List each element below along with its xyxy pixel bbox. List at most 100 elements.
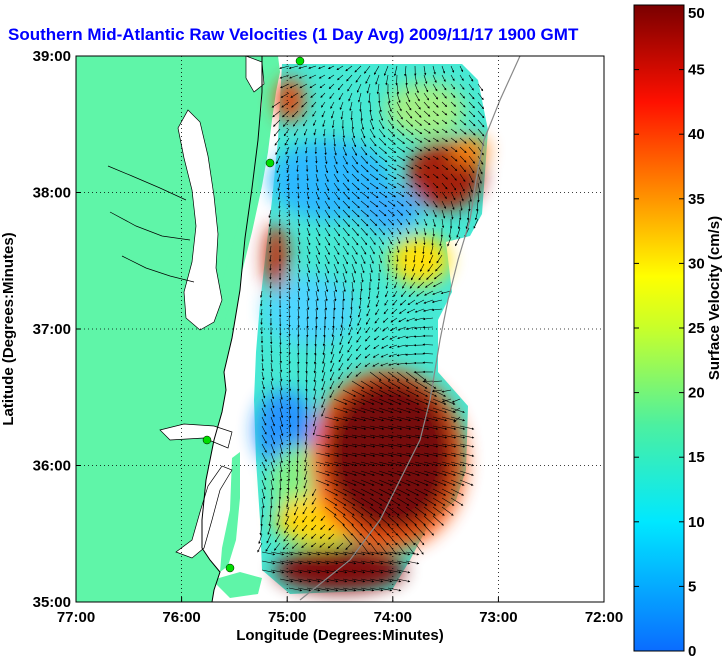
velocity-arrow (450, 92, 456, 98)
velocity-arrow (331, 326, 335, 338)
velocity-arrow (348, 317, 353, 328)
velocity-arrow (441, 398, 456, 405)
velocity-arrow (373, 335, 380, 341)
velocity-arrow (279, 398, 283, 409)
velocity-arrow (356, 344, 362, 352)
velocity-arrow (414, 461, 430, 467)
velocity-arrow (414, 101, 421, 110)
velocity-arrow (396, 173, 406, 179)
velocity-arrow (405, 416, 421, 422)
velocity-arrow (339, 335, 344, 346)
velocity-arrow (360, 200, 370, 208)
velocity-arrow (369, 119, 375, 130)
velocity-arrow (354, 65, 362, 73)
delaware-bay (245, 56, 265, 93)
velocity-arrow (338, 92, 344, 101)
velocity-arrow (390, 317, 398, 323)
x-tick-label: 73:00 (479, 609, 517, 626)
velocity-arrow (297, 218, 301, 227)
velocity-arrow (360, 470, 375, 476)
velocity-arrow (268, 227, 272, 236)
velocity-arrow (333, 407, 348, 413)
velocity-arrow (333, 434, 349, 439)
velocity-arrow (450, 191, 456, 201)
velocity-arrow (423, 110, 431, 117)
velocity-arrow (387, 173, 397, 180)
velocity-arrow (387, 470, 402, 476)
velocity-arrow (297, 200, 300, 209)
velocity-arrow (405, 371, 418, 381)
velocity-arrow (342, 479, 357, 486)
velocity-arrow (376, 83, 380, 95)
velocity-arrow (468, 146, 476, 155)
velocity-arrow (432, 200, 438, 208)
velocity-arrow (396, 254, 399, 263)
velocity-arrow (324, 155, 328, 165)
velocity-arrow (295, 461, 299, 473)
velocity-arrow (279, 416, 284, 428)
velocity-arrow (270, 398, 275, 409)
velocity-arrow (459, 425, 475, 430)
velocity-arrow (322, 353, 326, 365)
velocity-arrow (304, 434, 308, 445)
velocity-arrow (360, 164, 369, 173)
velocity-arrow (423, 200, 429, 207)
velocity-arrow (438, 245, 443, 256)
velocity-arrow (404, 65, 407, 77)
velocity-arrow (423, 164, 431, 169)
velocity-arrow (468, 200, 471, 212)
velocity-arrow (459, 65, 463, 73)
velocity-arrow (423, 452, 439, 457)
velocity-arrow (333, 173, 339, 183)
station-marker (225, 563, 235, 573)
velocity-arrow (272, 110, 281, 118)
velocity-arrow (367, 92, 371, 104)
velocity-arrow (260, 317, 263, 325)
velocity-arrow (351, 236, 359, 246)
velocity-arrow (324, 236, 331, 246)
velocity-arrow (270, 452, 275, 463)
velocity-arrow (288, 353, 291, 364)
colorbar-tick-label: 5 (688, 578, 696, 595)
velocity-arrow (424, 290, 434, 296)
colorbar-tick-label: 50 (688, 5, 705, 22)
velocity-arrow (450, 497, 464, 506)
velocity-arrow (360, 515, 372, 526)
velocity-arrow (396, 362, 407, 366)
velocity-arrow (459, 128, 467, 135)
velocity-arrow (319, 83, 326, 89)
velocity-arrow (459, 164, 466, 173)
velocity-arrow (414, 227, 418, 235)
velocity-arrow (394, 281, 398, 289)
velocity-arrow (405, 407, 420, 413)
colorbar-label: Surface Velocity (cm/s) (706, 216, 723, 380)
velocity-arrow (394, 272, 398, 280)
velocity-arrow (396, 182, 405, 188)
velocity-arrow (432, 191, 439, 198)
velocity-arrow (312, 488, 317, 497)
velocity-arrow (360, 398, 375, 405)
velocity-arrow (351, 506, 364, 516)
velocity-arrow (378, 479, 393, 486)
delaware-jet-blob (276, 78, 304, 122)
velocity-arrow (298, 65, 308, 69)
colorbar-tick-label: 35 (688, 191, 705, 208)
velocity-arrow (393, 65, 398, 77)
velocity-arrow (378, 371, 391, 381)
velocity-arrow (378, 380, 392, 389)
velocity-arrow (378, 470, 393, 476)
velocity-arrow (432, 227, 435, 237)
velocity-arrow (350, 299, 353, 310)
velocity-arrow (330, 353, 335, 364)
velocity-arrow (351, 164, 359, 173)
velocity-arrow (333, 299, 336, 311)
velocity-arrow (369, 398, 384, 405)
velocity-arrow (387, 461, 403, 467)
velocity-arrow (423, 515, 435, 526)
velocity-arrow (369, 245, 375, 255)
velocity-arrow (403, 263, 407, 272)
velocity-arrow (468, 137, 476, 145)
velocity-arrow (414, 416, 430, 422)
velocity-arrow (369, 380, 383, 389)
velocity-arrow (288, 380, 292, 392)
